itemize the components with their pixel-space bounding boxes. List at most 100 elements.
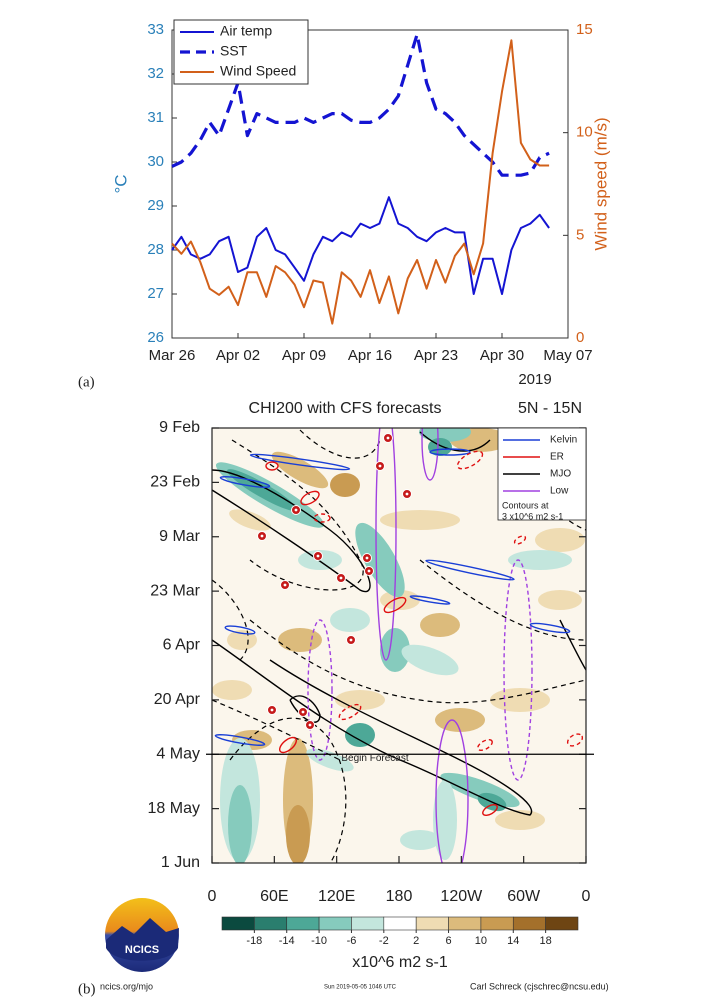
storm-eye xyxy=(365,556,369,560)
y-tick-label: 1 Jun xyxy=(161,854,200,871)
series-line xyxy=(171,32,550,177)
colorbar-tick-label: 14 xyxy=(507,935,519,947)
panel-label: (b) xyxy=(78,981,96,997)
panel-label: (a) xyxy=(78,374,95,390)
author: Carl Schreck (cjschrec@ncsu.edu) xyxy=(470,981,609,991)
contour-dashed xyxy=(249,619,586,704)
field-shading xyxy=(286,805,310,863)
storm-eye xyxy=(294,508,298,512)
colorbar-tick-label: -14 xyxy=(279,935,295,947)
legend-label: ER xyxy=(550,452,564,463)
contour-dashed xyxy=(212,579,249,661)
contour-mjo xyxy=(419,431,491,452)
x-tick-label: Apr 23 xyxy=(414,347,458,364)
contour-low xyxy=(435,719,469,863)
storm-eye xyxy=(270,708,274,712)
x-tick-label: May 07 xyxy=(543,347,592,364)
contour-low xyxy=(421,428,439,481)
colorbar-tick-label: 10 xyxy=(475,935,487,947)
storm-eye xyxy=(283,583,287,587)
y2-tick-label: 5 xyxy=(576,226,584,243)
field-shading xyxy=(419,428,471,442)
colorbar-box xyxy=(254,916,288,931)
colorbar-box xyxy=(351,916,385,931)
x-tick-label: 60W xyxy=(507,888,541,905)
legend-label: Wind Speed xyxy=(220,63,296,79)
contour-er xyxy=(513,535,527,545)
contour-kelvin xyxy=(249,453,351,471)
y-tick-label: 27 xyxy=(147,285,164,302)
x-tick-label: Apr 30 xyxy=(480,347,524,364)
y-tick-label: 28 xyxy=(147,241,164,258)
field-shading xyxy=(212,680,252,700)
colorbar-tick-label: -6 xyxy=(347,935,357,947)
colorbar-box xyxy=(318,916,352,931)
colorbar-box xyxy=(383,916,417,931)
field-shading xyxy=(271,451,329,489)
contour-er xyxy=(313,513,331,523)
field-shading xyxy=(380,590,420,610)
logo-text: NCICS xyxy=(125,944,159,956)
contour-er xyxy=(482,804,498,816)
y2-tick-label: 0 xyxy=(576,329,584,346)
contour-kelvin xyxy=(219,476,271,488)
storm-eye xyxy=(308,723,312,727)
y-tick-label: 9 Mar xyxy=(159,528,201,545)
contour-er xyxy=(300,490,320,506)
legend-label: Air temp xyxy=(220,23,272,39)
storm-eye xyxy=(378,464,382,468)
field-shading xyxy=(433,780,457,860)
field-shading xyxy=(330,473,360,497)
x-tick-label: 120W xyxy=(440,888,483,905)
storm-eye xyxy=(386,436,390,440)
chart-subtitle: 5N - 15N xyxy=(518,400,582,417)
y-tick-label: 31 xyxy=(147,109,164,126)
storm-eye xyxy=(301,710,305,714)
contour-er xyxy=(566,733,584,747)
x-tick-label: 60E xyxy=(260,888,288,905)
y-tick-label: 18 May xyxy=(148,800,200,817)
field-shading xyxy=(420,613,460,637)
contour-er xyxy=(338,703,362,721)
field-shading xyxy=(228,785,252,863)
y-tick-label: 26 xyxy=(147,329,164,346)
storm-eye xyxy=(349,638,353,642)
colorbar-tick-label: 2 xyxy=(413,935,419,947)
contour-low xyxy=(503,559,533,781)
contour-er xyxy=(383,596,407,614)
y-tick-label: 33 xyxy=(147,21,164,38)
legend-note: Contours at xyxy=(502,500,549,510)
x-tick-label: Mar 26 xyxy=(149,347,196,364)
field-shading xyxy=(278,628,322,652)
field-shading xyxy=(508,550,572,570)
x-axis-note: 2019 xyxy=(518,371,551,388)
field-shading xyxy=(229,509,271,531)
colorbar-box xyxy=(286,916,320,931)
contour-low xyxy=(307,619,333,761)
source-url: ncics.org/mjo xyxy=(100,981,153,991)
contour-kelvin xyxy=(425,559,515,581)
colorbar-tick-label: -18 xyxy=(246,935,262,947)
field-shading xyxy=(330,608,370,632)
field-shading xyxy=(535,528,585,552)
y-tick-label: 20 Apr xyxy=(154,691,201,708)
colorbar-label: x10^6 m2 s-1 xyxy=(352,954,448,971)
y2-tick-label: 15 xyxy=(576,21,593,38)
contour-er xyxy=(456,450,484,470)
storm-eye xyxy=(367,569,371,573)
y-tick-label: 32 xyxy=(147,65,164,82)
contour-mjo xyxy=(212,469,371,593)
x-tick-label: 180 xyxy=(386,888,413,905)
field-shading xyxy=(435,708,485,732)
legend-label: Low xyxy=(550,486,569,497)
field-shading xyxy=(355,522,405,598)
chart-title: CHI200 with CFS forecasts xyxy=(249,400,442,417)
contour-mjo xyxy=(212,639,533,816)
y-tick-label: 23 Mar xyxy=(150,582,200,599)
y-tick-label: 30 xyxy=(147,153,164,170)
y2-axis-label: Wind speed (m/s) xyxy=(591,117,610,250)
contour-er xyxy=(278,736,298,754)
y-tick-label: 9 Feb xyxy=(159,419,200,436)
contour-dashed xyxy=(231,439,364,591)
